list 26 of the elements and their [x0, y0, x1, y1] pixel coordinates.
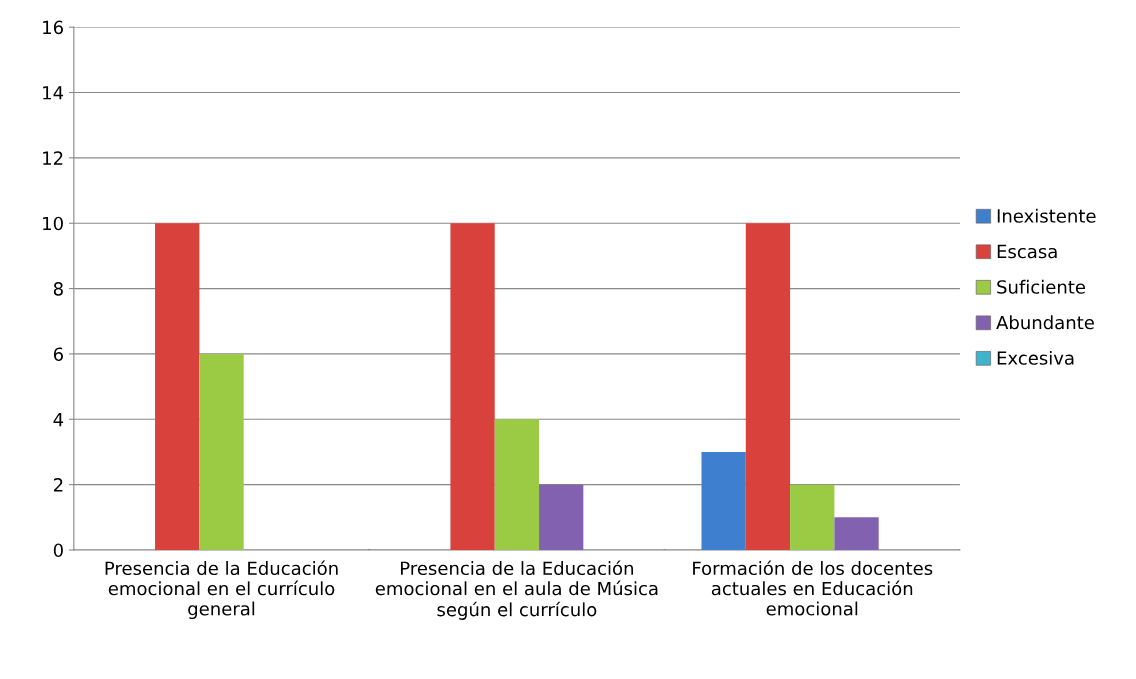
legend-label: Escasa: [997, 244, 1057, 259]
x-tick-label: Presencia de la Educación emocional en el currículo general: [105, 560, 338, 620]
x-tick-label: Presencia de la Educación emocional en el aula de Música según el currículo: [375, 560, 658, 620]
bar: [539, 484, 584, 550]
legend-label: Suficiente: [997, 279, 1086, 294]
bar: [155, 223, 200, 550]
legend-label: Abundante: [996, 315, 1094, 330]
legend-label: Inexistente: [997, 208, 1096, 223]
y-tick-label: 4: [53, 412, 64, 427]
bar: [199, 353, 244, 550]
bar: [450, 223, 495, 550]
legend-label: Excesiva: [997, 350, 1074, 365]
y-tick-label: 14: [43, 86, 64, 100]
bar: [701, 451, 746, 550]
bar: [494, 419, 540, 550]
y-tick-label: 6: [53, 347, 63, 362]
y-tick-label: 12: [43, 151, 63, 165]
y-tick-label: 8: [53, 282, 63, 296]
bar: [834, 517, 879, 550]
x-tick-label: Formación de los docentes actuales en Educación emocional: [693, 560, 933, 616]
y-tick-label: 0: [53, 543, 63, 558]
y-tick-label: 2: [53, 478, 63, 492]
bar: [790, 484, 835, 550]
bar: [745, 223, 791, 550]
y-tick-label: 16: [43, 20, 63, 35]
y-tick-label: 10: [43, 216, 63, 231]
